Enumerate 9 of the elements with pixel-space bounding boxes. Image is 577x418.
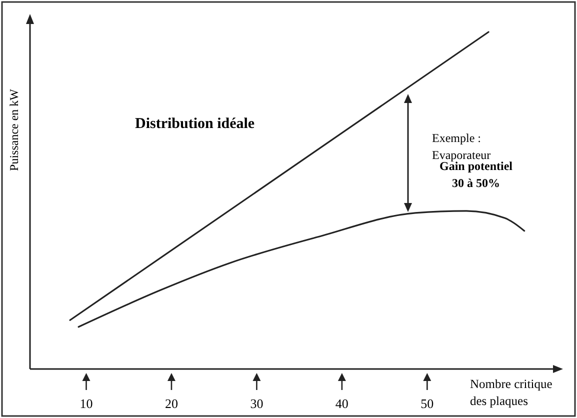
annotation: Exemple : Evaporateur: [432, 131, 491, 162]
x-axis-title: Nombre critique des plaques: [470, 377, 553, 408]
x-tick-label: 40: [335, 396, 348, 411]
x-tick-label: 20: [164, 396, 178, 411]
y-axis-title: Puissance en kW: [7, 88, 21, 171]
x-tick-label: 10: [80, 396, 93, 411]
annotation: Distribution idéale: [135, 116, 255, 132]
x-tick-label: 30: [250, 396, 264, 411]
x-tick-label: 50: [420, 396, 434, 411]
